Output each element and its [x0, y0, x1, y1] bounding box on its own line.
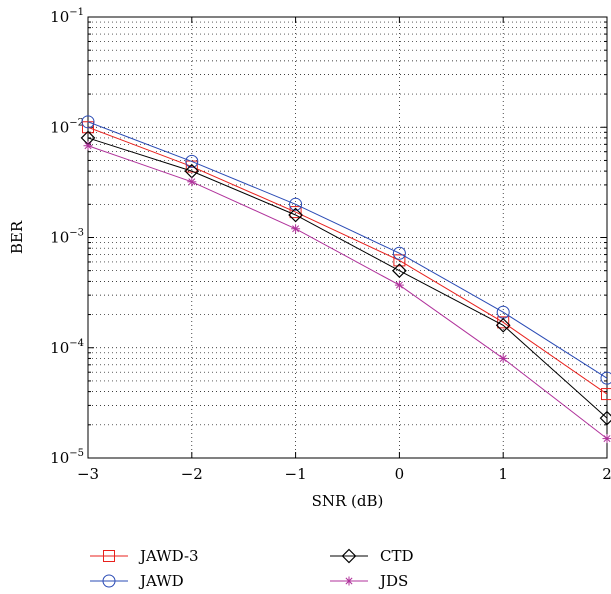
- y-axis-title: BER: [8, 220, 26, 254]
- data-point-jawd: [289, 197, 303, 211]
- x-tick-label: −2: [181, 465, 203, 483]
- data-point-jds: [291, 224, 301, 234]
- data-point-ctd: [599, 410, 611, 426]
- legend-label: CTD: [380, 547, 414, 565]
- data-point-jds: [394, 280, 404, 290]
- x-tick-label: 1: [498, 465, 508, 483]
- data-point-jds: [83, 141, 93, 151]
- y-tick-label: 10−1: [50, 7, 84, 26]
- data-point-jawd-3: [82, 121, 94, 134]
- legend: JAWD-3 JAWD CTD JDS: [90, 547, 414, 590]
- data-point-jawd-3: [393, 254, 406, 267]
- series-line-jawd-3: [87, 126, 608, 395]
- x-tick-label: −1: [285, 465, 307, 483]
- data-point-jawd: [392, 246, 406, 260]
- series-line-ctd: [87, 137, 608, 419]
- y-tick-label: 10−4: [50, 338, 84, 357]
- legend-marker: [344, 576, 354, 586]
- x-tick-label: 0: [395, 465, 405, 483]
- data-point-jawd-3: [601, 388, 611, 401]
- series-jawd-3: [82, 121, 611, 401]
- y-tick-label: 10−2: [50, 117, 84, 136]
- legend-label: JAWD: [138, 572, 184, 590]
- legend-label: JAWD-3: [138, 547, 199, 565]
- data-point-jds: [498, 353, 508, 363]
- series-line-jawd: [87, 121, 608, 379]
- legend-item-ctd: CTD: [330, 547, 414, 565]
- series-jds: [83, 141, 611, 444]
- data-point-jawd-3: [289, 206, 302, 219]
- plot-frame: [87, 16, 608, 459]
- legend-item-jawd: JAWD: [90, 572, 184, 590]
- legend-label: JDS: [378, 572, 408, 590]
- legend-marker: [102, 574, 116, 588]
- data-point-ctd: [288, 207, 303, 223]
- series-ctd: [80, 130, 611, 426]
- data-point-jawd: [185, 154, 199, 168]
- data-point-ctd: [392, 263, 407, 279]
- data-point-jawd: [600, 371, 611, 385]
- data-point-jawd: [81, 115, 95, 129]
- x-tick-label: −3: [77, 465, 99, 483]
- data-point-ctd: [495, 317, 511, 333]
- x-axis-title: SNR (dB): [312, 492, 384, 510]
- y-tick-label: 10−5: [50, 448, 84, 467]
- grid: [87, 17, 608, 459]
- x-tick-label: 2: [602, 465, 611, 483]
- legend-item-jds: JDS: [330, 572, 408, 590]
- legend-marker: [341, 548, 357, 564]
- series: [80, 115, 611, 444]
- legend-marker: [103, 550, 115, 562]
- legend-item-jawd-3: JAWD-3: [90, 547, 199, 565]
- series-jawd: [81, 115, 611, 385]
- axis-ticks: −3 −2 −1 0 1 2 10−5 10−4 10−3 10−2 10−1: [50, 7, 611, 483]
- data-point-jds: [602, 434, 611, 444]
- y-tick-label: 10−3: [50, 228, 84, 247]
- series-line-jds: [87, 145, 608, 439]
- data-point-jds: [187, 177, 197, 187]
